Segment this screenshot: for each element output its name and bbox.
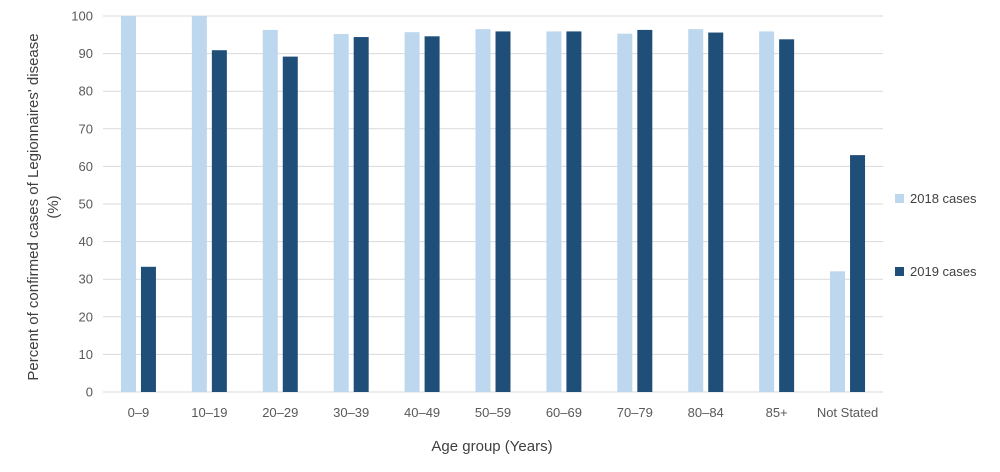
legend-label-2018: 2018 cases <box>910 191 977 206</box>
bar-2019-cases-10 <box>850 155 866 392</box>
y-tick-label: 90 <box>79 46 93 61</box>
x-tick-label: 0–9 <box>128 405 150 420</box>
y-tick-label: 20 <box>79 309 93 324</box>
bar-2018-cases-10 <box>830 271 846 392</box>
bar-2018-cases-5 <box>475 29 491 392</box>
bar-2019-cases-6 <box>566 31 582 392</box>
y-axis-ticks: 0 10 20 30 40 50 60 70 80 90 100 <box>71 9 93 400</box>
x-axis-ticks: 0–9 10–19 20–29 30–39 40–49 50–59 60–69 70–79 80… <box>128 405 879 420</box>
bar-2019-cases-4 <box>424 36 440 392</box>
x-tick-label: 40–49 <box>404 405 440 420</box>
y-axis-title-line-2: (%) <box>45 195 62 218</box>
y-tick-label: 30 <box>79 272 93 287</box>
bar-2019-cases-0 <box>140 266 156 392</box>
legend-swatch-2018 <box>895 194 904 203</box>
bars <box>120 16 866 393</box>
x-tick-label: 20–29 <box>262 405 298 420</box>
bar-2019-cases-3 <box>353 37 369 392</box>
gridlines <box>103 15 883 393</box>
bar-2019-cases-7 <box>637 29 653 393</box>
x-tick-label: 50–59 <box>475 405 511 420</box>
legend-label-2019: 2019 cases <box>910 264 977 279</box>
legend-swatch-2019 <box>895 267 904 276</box>
y-tick-label: 80 <box>79 84 93 99</box>
bar-2019-cases-1 <box>211 50 227 392</box>
bar-2019-cases-8 <box>708 32 724 392</box>
y-axis-title-line-1: Percent of confirmed cases of Legionnair… <box>25 33 42 380</box>
bar-2018-cases-3 <box>333 34 349 392</box>
bar-2019-cases-5 <box>495 31 511 392</box>
x-tick-label: 80–84 <box>688 405 724 420</box>
bar-2018-cases-0 <box>120 16 136 392</box>
y-tick-label: 50 <box>79 197 93 212</box>
y-axis-title: Percent of confirmed cases of Legionnair… <box>25 33 62 380</box>
bar-2019-cases-2 <box>282 56 298 392</box>
bar-2019-cases-9 <box>779 39 795 392</box>
bar-2018-cases-8 <box>688 29 704 392</box>
y-tick-label: 10 <box>79 347 93 362</box>
bar-2018-cases-9 <box>759 31 775 392</box>
y-tick-label: 0 <box>86 385 93 400</box>
bar-2018-cases-7 <box>617 33 633 393</box>
x-tick-label: 60–69 <box>546 405 582 420</box>
y-tick-label: 70 <box>79 121 93 136</box>
legend: 2018 cases 2019 cases <box>895 191 977 279</box>
bar-2018-cases-1 <box>191 16 207 392</box>
y-tick-label: 60 <box>79 159 93 174</box>
x-tick-label: 70–79 <box>617 405 653 420</box>
x-axis-title: Age group (Years) <box>431 438 552 455</box>
bar-2018-cases-6 <box>546 31 562 392</box>
x-tick-label: Not Stated <box>817 405 878 420</box>
bar-2018-cases-2 <box>262 29 278 393</box>
bar-2018-cases-4 <box>404 32 420 392</box>
x-tick-label: 10–19 <box>191 405 227 420</box>
x-tick-label: 85+ <box>766 405 788 420</box>
x-tick-label: 30–39 <box>333 405 369 420</box>
y-tick-label: 40 <box>79 234 93 249</box>
y-tick-label: 100 <box>71 9 93 24</box>
